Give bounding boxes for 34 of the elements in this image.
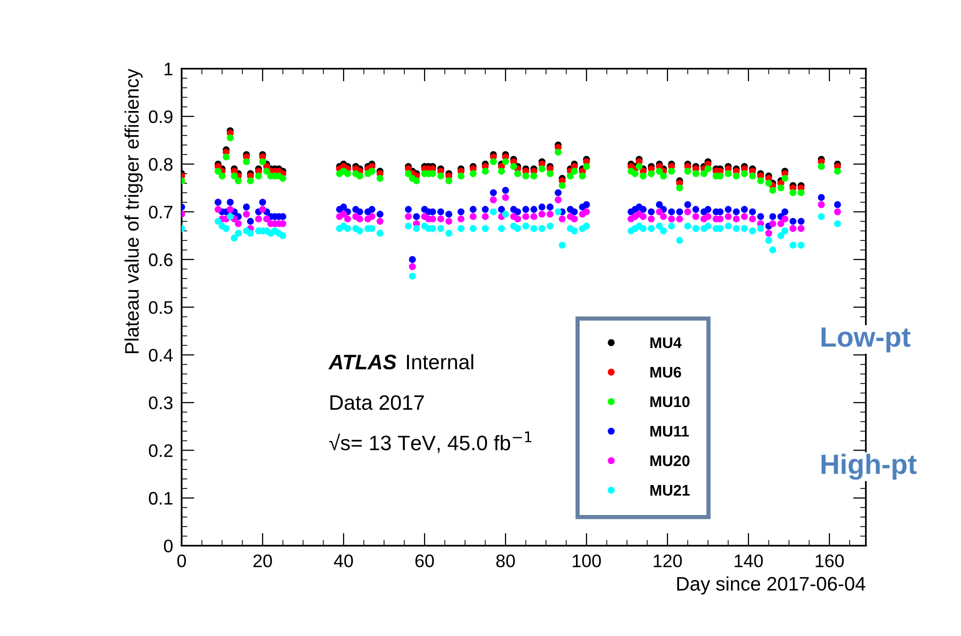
y-tick-label: 1 [164,62,172,76]
y-tick-label: 0.6 [148,253,173,266]
x-tick-label: 120 [654,554,682,568]
legend-label: MU21 [650,484,690,496]
y-tick-label: 0.1 [148,492,172,505]
legend-label: MU6 [650,366,682,378]
x-tick-label: 0 [177,554,186,568]
x-tick-label: 40 [334,554,353,568]
y-tick-label: 0 [164,540,173,552]
y-tick-label: 0.5 [148,301,173,314]
x-tick-label: 100 [572,554,601,568]
x-tick-label: 20 [253,554,272,568]
x-tick-label: 140 [734,554,763,568]
legend-label: MU10 [650,396,690,408]
annotation: Internal [407,354,474,370]
annotation: Data 2017 [330,395,424,410]
annotation: √s= 13 TeV, 45.0 fb$^{−1}$ [329,432,532,453]
legend-label: MU11 [650,426,689,437]
y-tick-label: 0.4 [148,348,173,362]
y-axis-title: Plateau value of trigger efficiency [124,68,143,354]
x-tick-label: 80 [496,554,515,568]
annotation: Low-pt [822,328,910,352]
y-tick-label: 0.9 [148,110,172,124]
y-tick-label: 0.7 [148,206,172,219]
annotation: High-pt [822,454,917,480]
x-axis-title: Day since 2017-06-04 [677,576,866,595]
x-tick-label: 160 [816,554,844,568]
y-tick-label: 0.8 [148,158,173,171]
y-tick-label: 0.2 [148,444,172,458]
annotation: ATLAS [328,354,396,370]
legend-label: MU4 [650,337,682,348]
y-tick-label: 0.3 [148,396,173,410]
x-tick-label: 60 [415,554,434,568]
legend-label: MU20 [650,455,690,466]
